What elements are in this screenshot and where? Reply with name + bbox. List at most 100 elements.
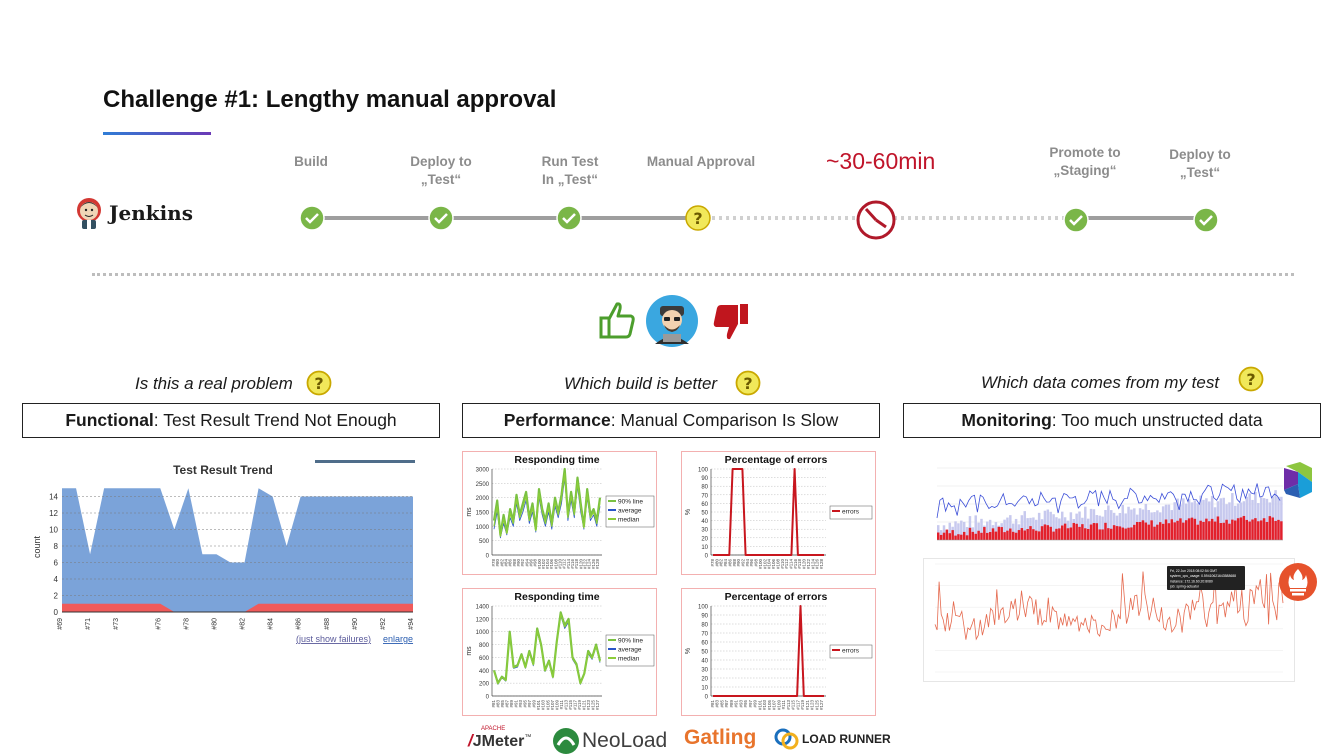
bar-total [1023,511,1026,540]
x-tick-label: #116 [793,559,798,569]
x-tick-label: #112 [562,559,567,569]
x-tick-label: #110 [558,559,563,569]
bar-errors [1187,518,1191,540]
x-tick-label: #126 [591,559,596,570]
bar-errors [1184,520,1188,540]
bar-total [1110,510,1113,540]
x-tick-label: #107 [550,700,555,711]
bar-errors [1017,530,1021,540]
x-tick-label: #127 [819,700,824,711]
bar-errors [1205,518,1208,540]
bar-total [1167,504,1171,540]
bar-total [954,521,957,540]
bar-total [980,518,983,540]
stage-run-test-label: Run Test In „Test“ [541,154,599,187]
check-icon [1063,207,1089,233]
gatling-logo: Gatling [684,726,757,749]
panel-ylabel: % [685,648,692,654]
y-tick-label: 6 [54,559,59,568]
bar-errors [1084,528,1087,540]
bar-total [1006,517,1009,540]
bar-errors [1003,532,1006,540]
bar-total [1124,513,1127,540]
bar-errors [1086,529,1090,540]
bar-total [1069,512,1073,540]
question-icon: ? [1238,366,1264,392]
stage-build-label: Build [294,154,328,169]
bar-total [988,519,992,540]
bar-total [1014,518,1018,540]
x-tick-label: #85 [500,700,505,708]
x-tick-label: #93 [738,700,743,708]
bar-errors [1159,522,1162,540]
bar-errors [1112,525,1116,540]
bar-errors [1245,519,1248,540]
x-tick-label: #102 [541,559,546,570]
bar-total [1084,506,1087,540]
bar-total [1003,519,1006,540]
bar-total [960,520,963,540]
bar-errors [1095,523,1099,540]
show-failures-link[interactable]: (just show failures) [296,634,371,644]
legend-label: 90% line [618,638,643,645]
x-tick-label: #103 [762,700,767,711]
x-tick-label: #71 [85,618,92,630]
jenkins-name: Jenkins [109,201,193,225]
bar-total [1032,517,1035,540]
bar-errors [1265,521,1269,540]
bar-errors [1141,520,1145,540]
svg-text:?: ? [743,374,752,393]
bar-errors [1115,526,1119,540]
bar-errors [1196,524,1199,540]
bar-errors [1055,528,1058,540]
bar-total [965,527,969,540]
svg-text:?: ? [693,209,702,228]
bar-total [1245,496,1248,540]
x-tick-label: #106 [549,559,554,570]
bar-total [1182,498,1185,540]
x-tick-label: #125 [590,700,595,711]
y-tick-label: 30 [701,668,708,674]
y-tick-label: 500 [479,539,490,545]
x-tick-label: #119 [577,700,582,710]
prometheus-logo-icon [1279,563,1317,601]
bar-errors [1176,520,1179,540]
bar-errors [1193,518,1197,540]
y-tick-label: 0 [54,608,59,617]
x-tick-label: #84 [723,559,728,567]
x-tick-label: #118 [574,559,579,569]
enlarge-link[interactable]: enlarge [383,634,413,644]
bar-total [1202,499,1205,540]
x-tick-label: #121 [581,700,586,711]
x-tick-label: #108 [775,559,780,570]
bar-errors [1213,521,1217,540]
y-tick-label: 70 [701,632,708,638]
jmeter-logo: APACHE /JMeter™ [468,726,532,750]
x-tick-label: #100 [758,559,763,570]
y-tick-label: 14 [49,493,58,502]
question-icon: ? [685,205,711,231]
neoload-icon [553,728,579,754]
bar-errors [1153,526,1156,540]
bar-errors [1020,528,1024,540]
bar-total [1153,512,1156,540]
bar-errors [1147,524,1150,540]
bar-errors [942,532,946,540]
bar-total [1228,502,1231,540]
y-tick-label: 40 [701,519,708,525]
x-tick-label: #82 [240,618,247,630]
x-tick-label: #84 [503,559,508,567]
x-tick-label: #87 [505,700,510,708]
bar-errors [1144,522,1148,540]
bar-errors [1156,524,1159,540]
bar-total [1231,493,1234,540]
bar-total [1248,493,1251,540]
x-tick-label: #128 [595,559,600,570]
bar-errors [1026,529,1029,540]
legend-label: median [618,656,640,663]
y-tick-label: 4 [54,575,59,584]
bar-total [1173,502,1176,540]
x-tick-label: #114 [788,559,793,569]
bar-total [1208,501,1211,540]
bar-total [1219,498,1223,540]
